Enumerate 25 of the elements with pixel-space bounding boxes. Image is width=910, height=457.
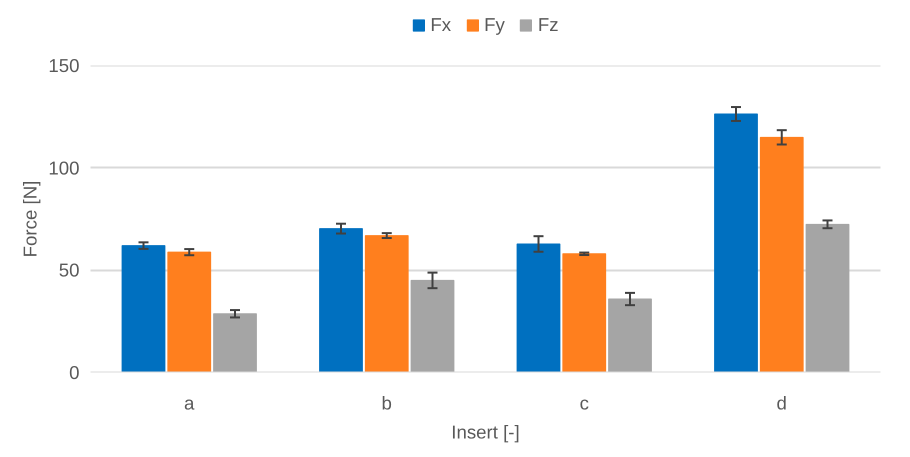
- y-tick-label: 150: [48, 55, 80, 76]
- bar: [806, 224, 850, 372]
- bar: [760, 136, 804, 372]
- y-tick-label: 100: [48, 157, 80, 178]
- bar: [516, 243, 560, 372]
- y-axis-title: Force [N]: [19, 180, 40, 258]
- x-axis-title: Insert [-]: [451, 422, 520, 442]
- bar: [319, 228, 363, 372]
- bar: [167, 252, 212, 372]
- legend-label: Fy: [484, 14, 505, 36]
- bar: [364, 235, 409, 372]
- legend-label: Fz: [538, 14, 559, 36]
- x-tick-label: a: [184, 392, 196, 414]
- bar: [714, 114, 758, 372]
- bar: [122, 245, 166, 372]
- x-tick-label: d: [776, 392, 787, 414]
- bar: [213, 313, 257, 372]
- y-tick-label: 0: [69, 362, 80, 383]
- bar: [608, 298, 652, 372]
- legend-label: Fx: [430, 14, 452, 36]
- x-tick-label: c: [580, 392, 589, 414]
- y-tick-label: 50: [58, 260, 80, 281]
- x-tick-label: b: [382, 392, 392, 414]
- bar: [562, 253, 606, 372]
- bar: [410, 280, 454, 372]
